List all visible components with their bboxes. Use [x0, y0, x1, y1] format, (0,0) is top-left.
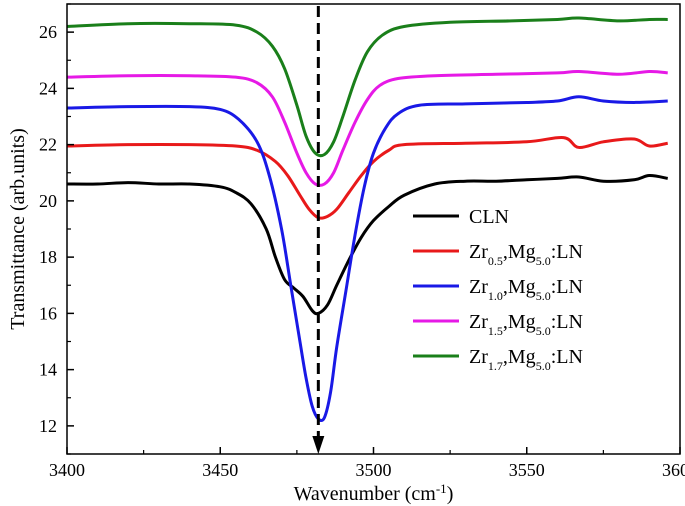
- series-line-3: [67, 69, 668, 187]
- series-line-2: [67, 95, 668, 422]
- y-tick-label: 22: [39, 135, 57, 155]
- y-tick-label: 16: [39, 303, 57, 323]
- y-axis: 12 14 16 18 20 22 24 26: [39, 3, 74, 455]
- peak-marker-arrowhead: [312, 436, 325, 454]
- x-tick-label: 3450: [202, 460, 238, 480]
- legend-label-0: CLN: [469, 206, 509, 228]
- series-line-4: [67, 16, 668, 158]
- y-tick-label: 12: [39, 416, 57, 436]
- y-axis-title: Transmittance (arb.units): [7, 128, 29, 329]
- x-axis-title: Wavenumber (cm-1): [294, 481, 454, 506]
- x-tick-label: 3500: [356, 460, 392, 480]
- legend-label-3: Zr1.5,Mg5.0:LN: [469, 311, 583, 338]
- y-tick-label: 18: [39, 247, 57, 267]
- y-tick-label: 26: [39, 22, 57, 42]
- x-tick-label: 3550: [509, 460, 545, 480]
- x-tick-label: 3400: [49, 460, 85, 480]
- y-tick-label: 14: [39, 360, 57, 380]
- x-tick-label: 3600: [662, 460, 685, 480]
- legend-label-2: Zr1.0,Mg5.0:LN: [469, 276, 583, 303]
- series-line-0: [67, 174, 669, 316]
- legend-label-1: Zr0.5,Mg5.0:LN: [469, 241, 583, 268]
- x-axis: 3400 3450 3500 3550 3600: [49, 447, 685, 480]
- series-layer: [67, 16, 669, 422]
- y-tick-label: 24: [39, 78, 57, 98]
- series-line-1: [67, 135, 669, 220]
- marker-layer: [312, 6, 325, 454]
- y-tick-label: 20: [39, 191, 57, 211]
- legend-label-4: Zr1.7,Mg5.0:LN: [469, 346, 583, 373]
- legend: CLN Zr0.5,Mg5.0:LN Zr1.0,Mg5.0:LN Zr1.5,Mg5…: [413, 206, 583, 373]
